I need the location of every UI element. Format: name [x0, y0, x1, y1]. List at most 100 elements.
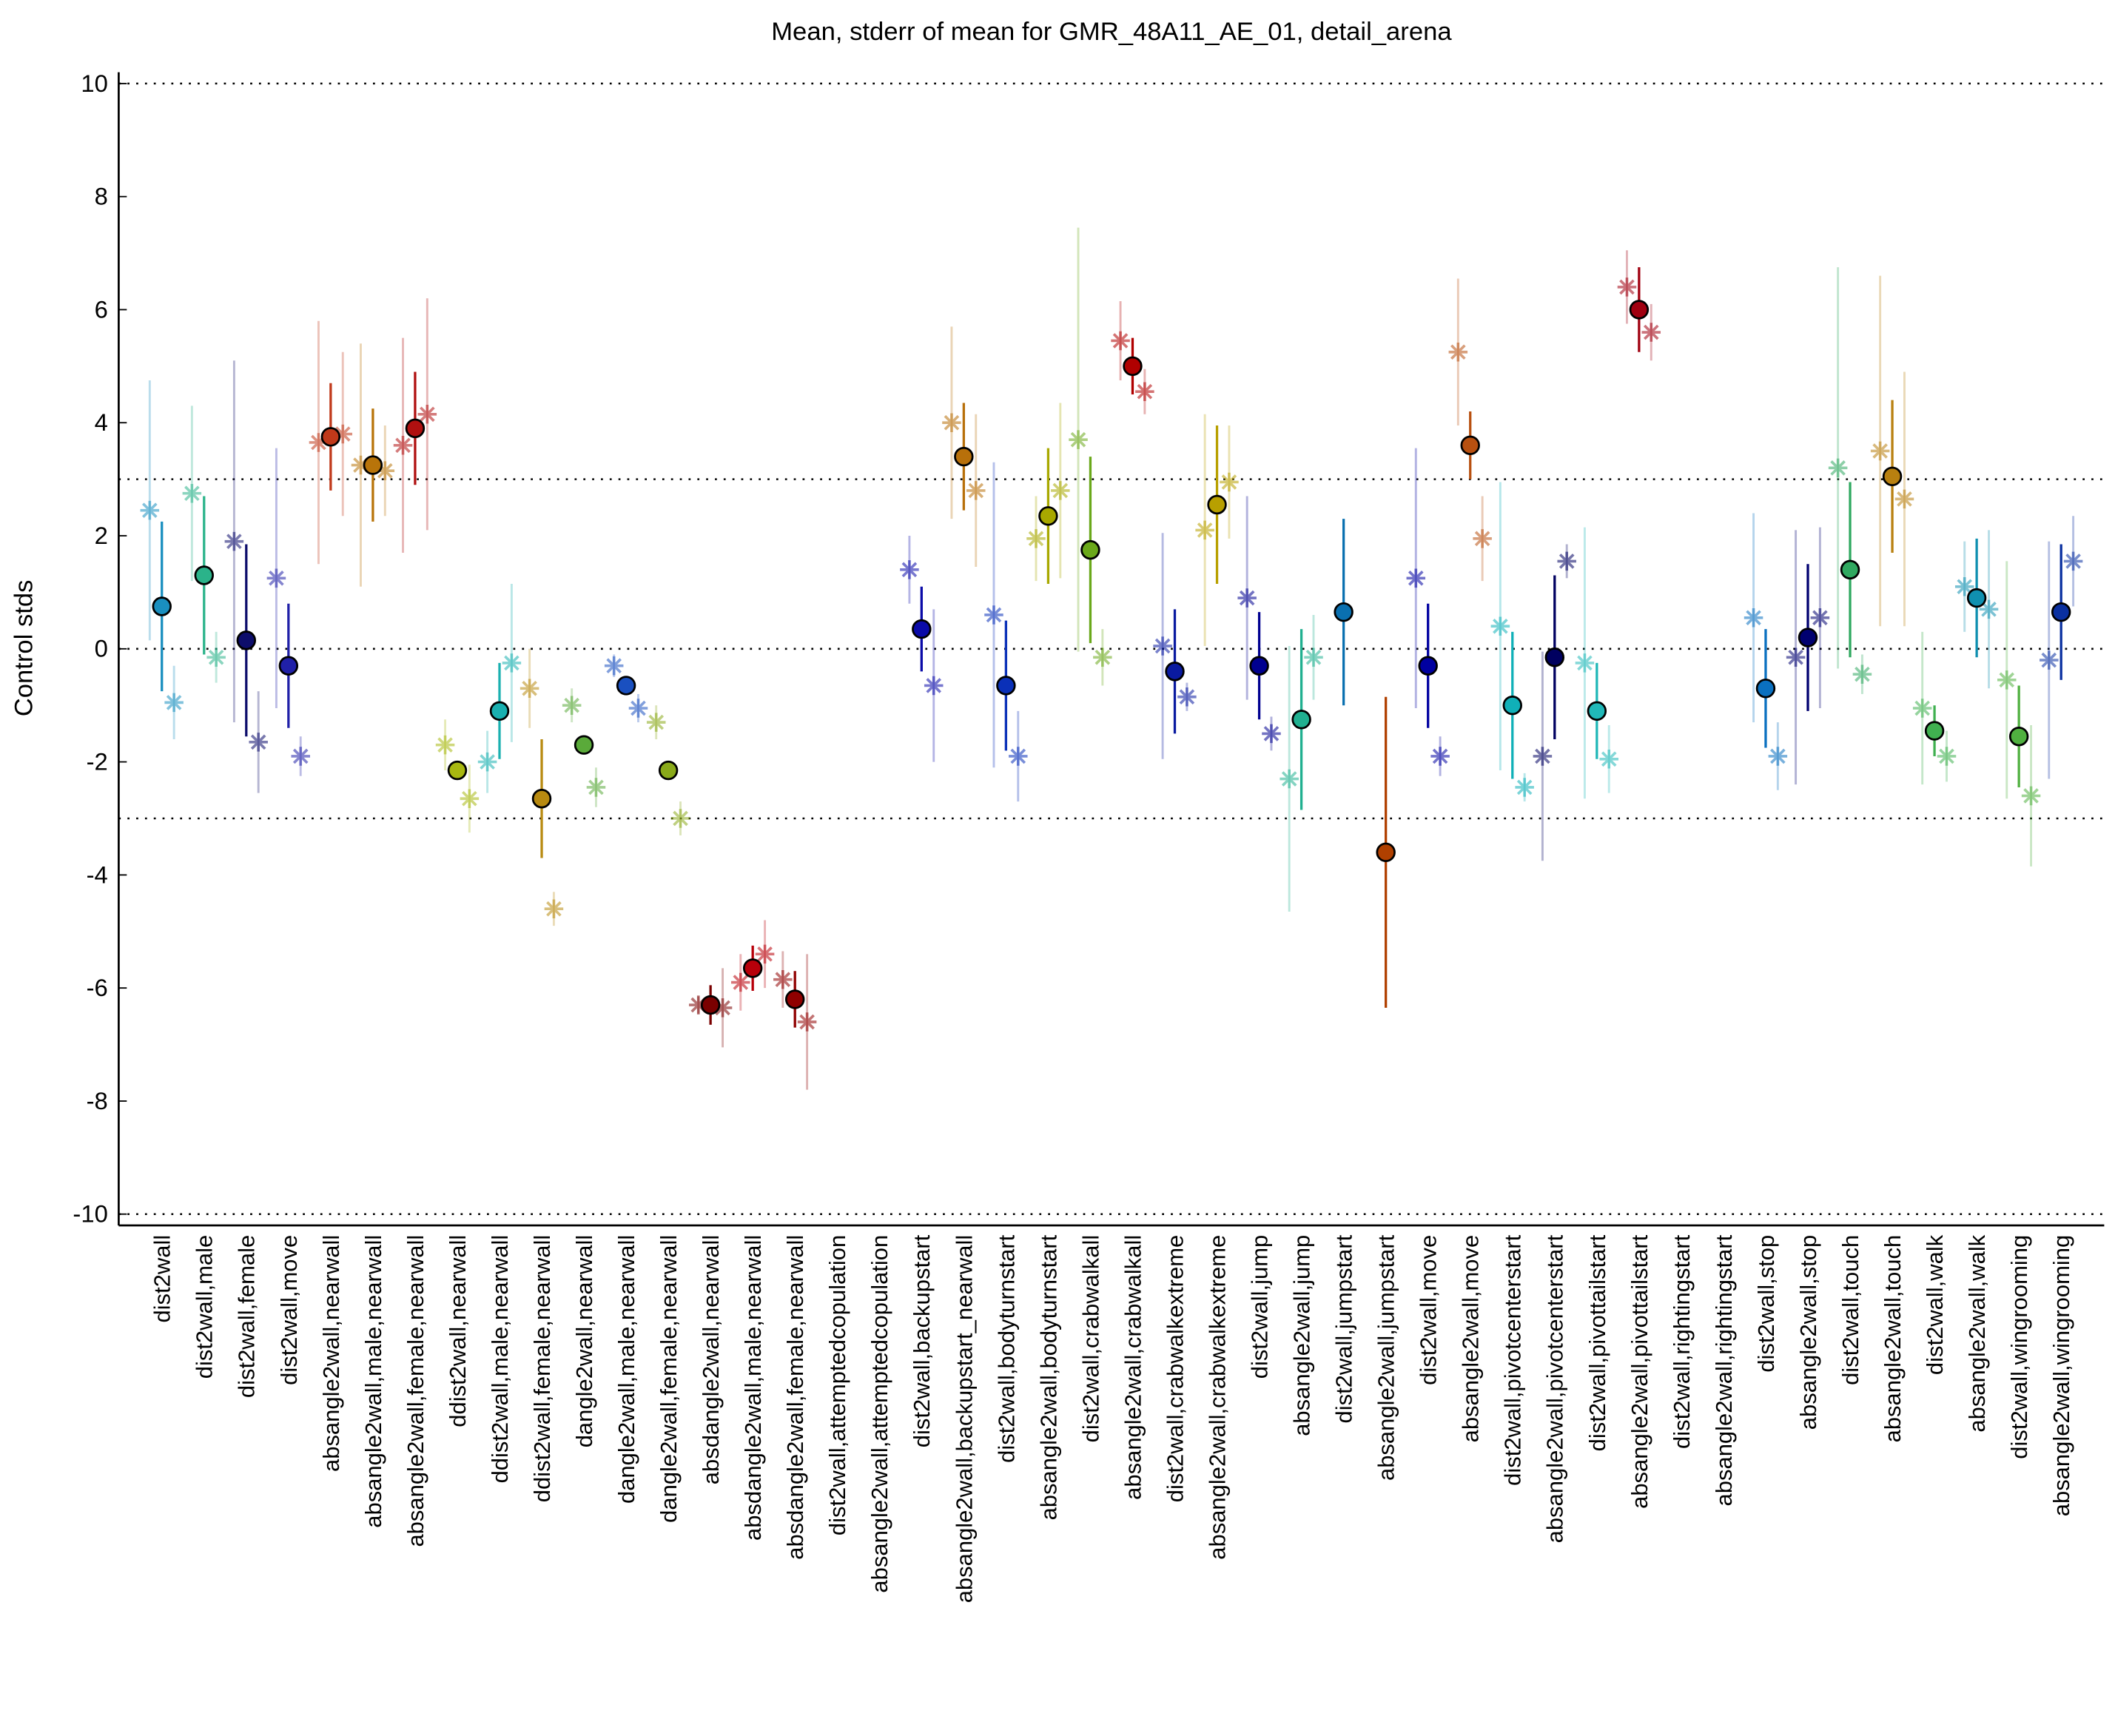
- mean-marker: [1080, 539, 1100, 560]
- y-tick-label: -2: [87, 748, 108, 776]
- star-marker: [1979, 599, 1999, 619]
- star-marker: [1069, 430, 1088, 449]
- star-marker: [1575, 653, 1595, 673]
- background: [0, 4, 2115, 1732]
- mean-marker: [784, 989, 805, 1009]
- y-tick-label: -8: [87, 1087, 108, 1114]
- mean-marker: [616, 676, 636, 696]
- x-tick-label: absangle2wall,move: [1458, 1235, 1484, 1443]
- star-marker: [206, 647, 226, 667]
- mean-marker: [1291, 710, 1311, 730]
- x-tick-label: absdangle2wall,female,nearwall: [782, 1235, 808, 1560]
- star-marker: [1641, 323, 1661, 342]
- mean-marker: [954, 446, 974, 467]
- y-tick-label: 8: [95, 183, 108, 210]
- star-marker: [1533, 747, 1553, 766]
- x-tick-label: dangle2wall,nearwall: [571, 1235, 597, 1448]
- star-marker: [1448, 342, 1468, 362]
- x-tick-label: dist2wall,jump: [1247, 1235, 1273, 1379]
- star-marker: [1009, 747, 1028, 766]
- x-tick-label: absangle2wall,pivottailstart: [1627, 1234, 1652, 1509]
- x-tick-label: absangle2wall,rightingstart: [1711, 1234, 1737, 1506]
- mean-marker: [1334, 602, 1354, 622]
- x-tick-label: absangle2wall,male,nearwall: [360, 1235, 386, 1528]
- x-tick-label: ddist2wall,male,nearwall: [487, 1235, 513, 1484]
- star-marker: [1515, 778, 1534, 797]
- star-marker: [924, 676, 944, 696]
- star-marker: [1557, 551, 1576, 571]
- mean-marker: [742, 958, 763, 978]
- star-marker: [688, 995, 708, 1015]
- mean-marker: [1038, 506, 1058, 526]
- mean-marker: [405, 418, 426, 439]
- y-tick-label: 4: [95, 408, 108, 436]
- x-tick-label: absangle2wall,touch: [1880, 1235, 1906, 1443]
- x-tick-label: absangle2wall,attemptedcopulation: [867, 1235, 892, 1593]
- star-marker: [417, 405, 437, 424]
- star-marker: [2021, 786, 2041, 806]
- x-tick-label: dist2wall,rightingstart: [1669, 1234, 1695, 1449]
- star-marker: [1768, 747, 1788, 766]
- star-marker: [460, 789, 480, 809]
- star-marker: [477, 752, 497, 772]
- mean-marker: [447, 760, 468, 781]
- star-marker: [562, 696, 582, 715]
- x-tick-label: dist2wall,move: [276, 1235, 302, 1385]
- star-marker: [291, 747, 310, 766]
- y-tick-label: 10: [81, 70, 107, 97]
- star-marker: [1304, 647, 1323, 667]
- star-marker: [1810, 608, 1830, 628]
- mean-marker: [2008, 727, 2029, 747]
- x-tick-label: absangle2wall,jumpstart: [1373, 1234, 1399, 1481]
- x-tick-label: ddist2wall,female,nearwall: [529, 1235, 555, 1502]
- star-marker: [1177, 687, 1197, 707]
- mean-marker: [1924, 721, 1945, 741]
- star-marker: [1599, 750, 1618, 769]
- star-marker: [1262, 724, 1281, 744]
- mean-marker: [278, 656, 299, 676]
- y-axis-label: Control stds: [10, 580, 38, 717]
- star-marker: [1954, 577, 1974, 596]
- star-marker: [393, 436, 413, 455]
- chart-title: Mean, stderr of mean for GMR_48A11_AE_01…: [771, 18, 1452, 46]
- star-marker: [519, 679, 539, 699]
- mean-marker: [1249, 656, 1269, 676]
- mean-marker: [1123, 356, 1143, 377]
- mean-marker: [1207, 494, 1227, 515]
- star-marker: [900, 560, 919, 579]
- mean-marker: [1840, 559, 1860, 580]
- mean-marker: [996, 676, 1016, 696]
- mean-marker: [1376, 842, 1396, 863]
- mean-marker: [658, 760, 679, 781]
- x-tick-label: dist2wall: [149, 1235, 175, 1323]
- mean-marker: [152, 596, 172, 616]
- x-tick-label: absangle2wall,crabwalkall: [1120, 1235, 1146, 1500]
- x-tick-label: absangle2wall,walk: [1964, 1234, 1990, 1432]
- star-marker: [1135, 382, 1154, 401]
- mean-marker: [1629, 300, 1650, 320]
- star-marker: [1220, 472, 1239, 492]
- mean-marker: [574, 735, 594, 755]
- x-tick-label: dist2wall,stop: [1753, 1235, 1779, 1373]
- star-marker: [755, 944, 775, 964]
- star-marker: [1430, 747, 1450, 766]
- star-marker: [333, 424, 353, 444]
- star-marker: [1912, 699, 1932, 718]
- mean-marker: [194, 565, 214, 585]
- x-tick-label: absangle2wall,nearwall: [318, 1235, 344, 1472]
- x-tick-label: absangle2wall,wingrooming: [2048, 1235, 2074, 1516]
- star-marker: [1237, 588, 1257, 608]
- star-marker: [502, 653, 522, 673]
- x-tick-label: dist2wall,jumpstart: [1331, 1234, 1357, 1423]
- x-tick-label: dangle2wall,male,nearwall: [613, 1235, 639, 1504]
- x-tick-label: absangle2wall,jump: [1289, 1235, 1315, 1436]
- x-tick-label: dist2wall,move: [1416, 1235, 1442, 1385]
- star-marker: [1894, 489, 1914, 509]
- mean-marker: [1882, 466, 1903, 487]
- x-tick-label: absangle2wall,pivotcenterstart: [1542, 1234, 1568, 1543]
- star-marker: [731, 972, 750, 992]
- star-marker: [942, 413, 961, 432]
- star-marker: [604, 656, 624, 676]
- x-tick-label: dist2wall,attemptedcopulation: [824, 1235, 850, 1535]
